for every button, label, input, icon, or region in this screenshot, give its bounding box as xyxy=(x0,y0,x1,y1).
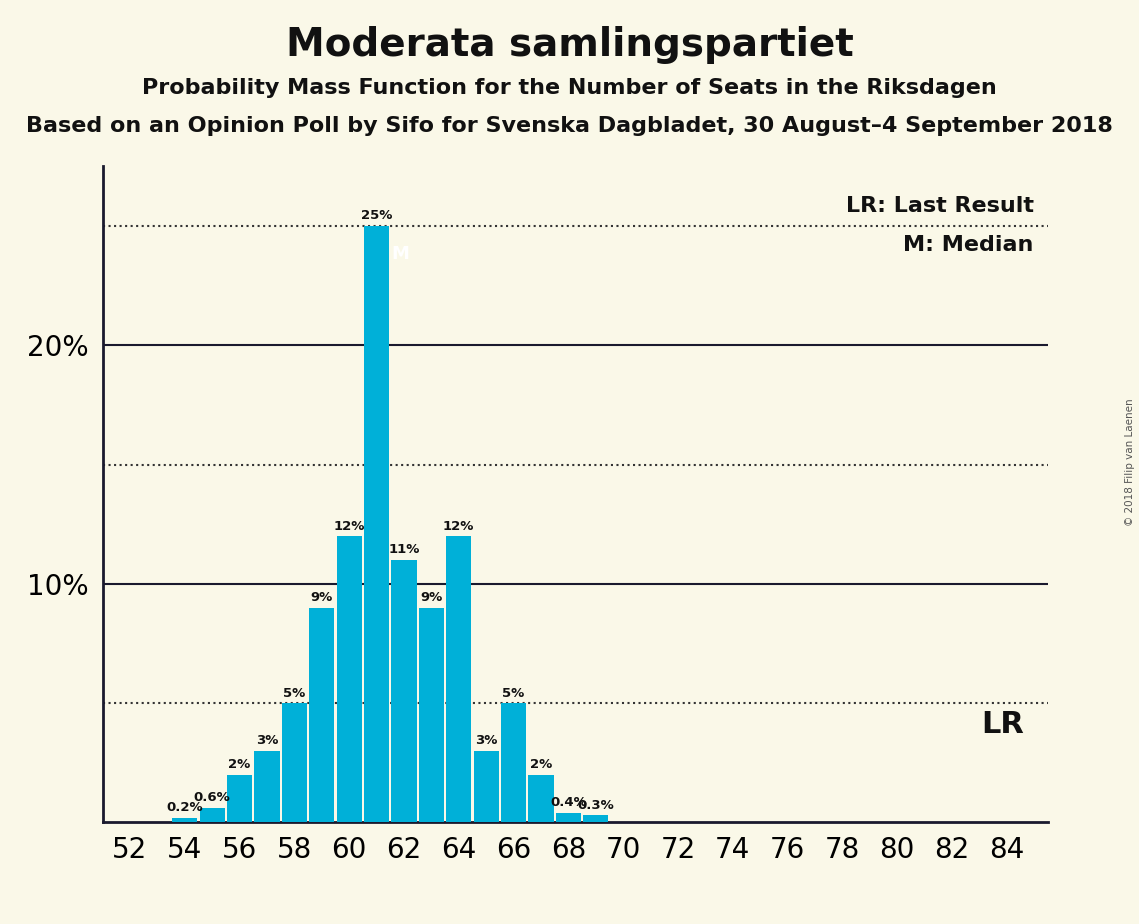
Text: M: Median: M: Median xyxy=(903,236,1034,255)
Bar xyxy=(419,608,444,822)
Bar xyxy=(583,815,608,822)
Bar xyxy=(446,536,472,822)
Bar xyxy=(364,226,390,822)
Text: © 2018 Filip van Laenen: © 2018 Filip van Laenen xyxy=(1125,398,1134,526)
Text: Probability Mass Function for the Number of Seats in the Riksdagen: Probability Mass Function for the Number… xyxy=(142,78,997,98)
Text: 3%: 3% xyxy=(475,735,498,748)
Text: 0.4%: 0.4% xyxy=(550,796,587,809)
Text: LR: LR xyxy=(982,711,1024,739)
Text: 2%: 2% xyxy=(229,758,251,771)
Text: 11%: 11% xyxy=(388,543,419,556)
Text: 2%: 2% xyxy=(530,758,552,771)
Text: 12%: 12% xyxy=(443,519,475,532)
Text: Moderata samlingspartiet: Moderata samlingspartiet xyxy=(286,26,853,64)
Bar xyxy=(336,536,362,822)
Text: 0.6%: 0.6% xyxy=(194,792,230,805)
Text: LR: Last Result: LR: Last Result xyxy=(845,196,1034,216)
Bar xyxy=(474,751,499,822)
Text: 0.2%: 0.2% xyxy=(166,801,203,814)
Bar xyxy=(254,751,279,822)
Bar xyxy=(309,608,335,822)
Text: M: M xyxy=(392,245,410,263)
Text: 0.3%: 0.3% xyxy=(577,798,614,811)
Bar xyxy=(199,808,224,822)
Bar xyxy=(281,703,306,822)
Text: 3%: 3% xyxy=(256,735,278,748)
Text: 5%: 5% xyxy=(284,687,305,699)
Bar xyxy=(501,703,526,822)
Text: Based on an Opinion Poll by Sifo for Svenska Dagbladet, 30 August–4 September 20: Based on an Opinion Poll by Sifo for Sve… xyxy=(26,116,1113,137)
Text: 9%: 9% xyxy=(420,591,442,604)
Text: 5%: 5% xyxy=(502,687,525,699)
Bar xyxy=(172,818,197,822)
Bar xyxy=(227,774,252,822)
Bar xyxy=(528,774,554,822)
Text: 12%: 12% xyxy=(334,519,364,532)
Text: 9%: 9% xyxy=(311,591,333,604)
Text: 25%: 25% xyxy=(361,210,392,223)
Bar xyxy=(556,813,581,822)
Bar xyxy=(392,560,417,822)
